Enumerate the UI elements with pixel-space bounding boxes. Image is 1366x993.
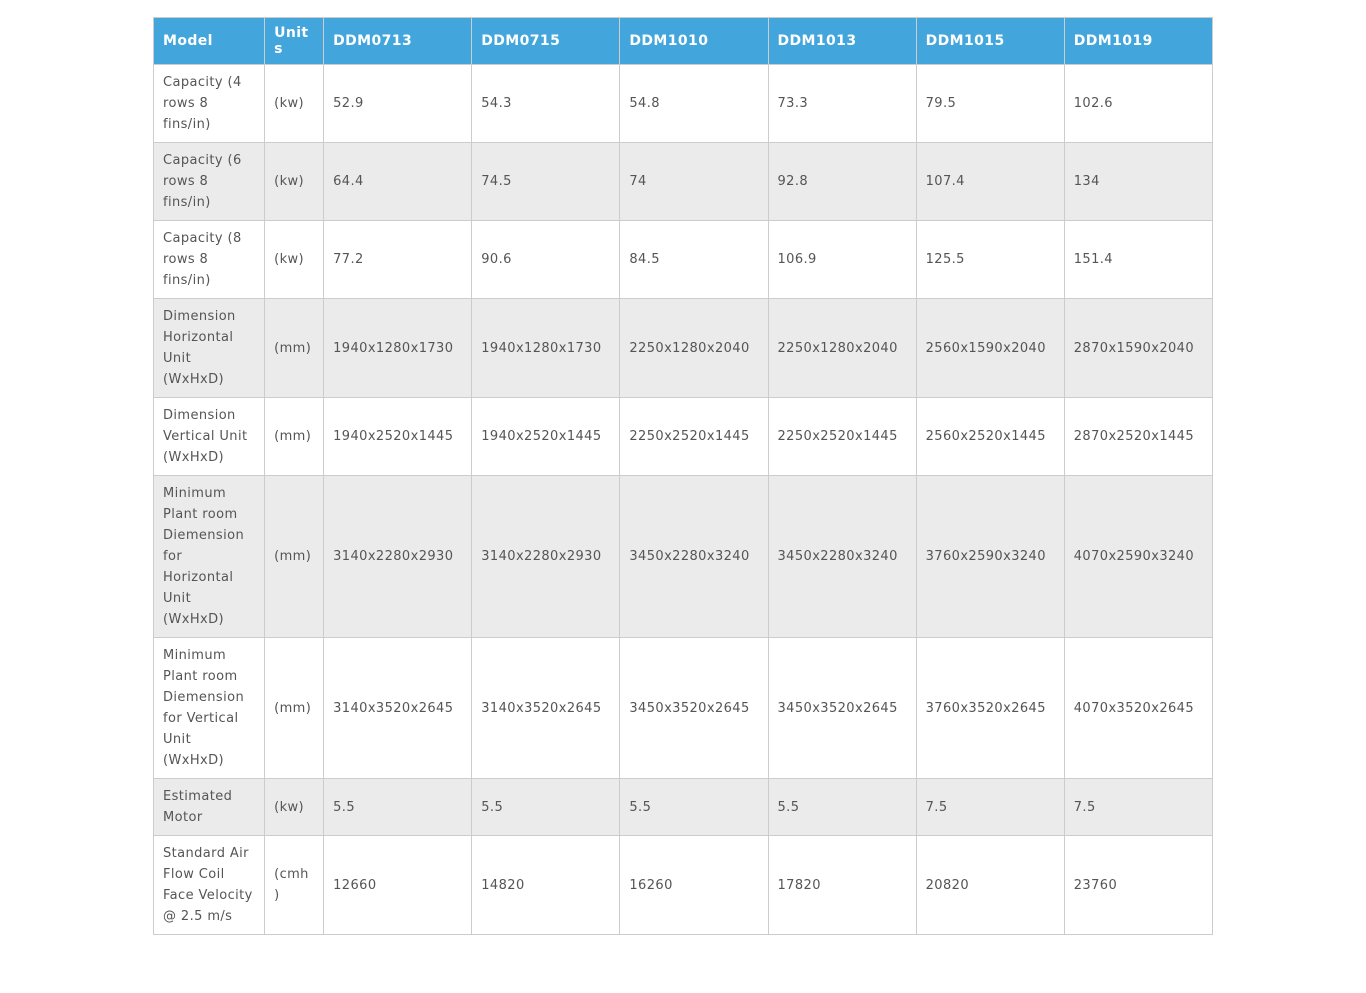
value-cell: 77.2 xyxy=(323,220,473,299)
row-label: Dimension Vertical Unit (WxHxD) xyxy=(152,397,266,476)
value-cell: 3760x3520x2645 xyxy=(915,637,1065,779)
table-row-standard-airflow: Standard Air Flow Coil Face Velocity @ 2… xyxy=(152,835,1214,935)
value-cell: 4070x3520x2645 xyxy=(1063,637,1214,779)
value-cell: 1940x2520x1445 xyxy=(471,397,621,476)
value-cell: 125.5 xyxy=(915,220,1065,299)
value-cell: 2250x1280x2040 xyxy=(619,298,769,398)
header-ddm0713: DDM0713 xyxy=(323,17,473,65)
units-cell: (mm) xyxy=(264,298,325,398)
table-row-dimension-horizontal: Dimension Horizontal Unit (WxHxD) (mm) 1… xyxy=(152,298,1214,398)
value-cell: 90.6 xyxy=(471,220,621,299)
value-cell: 1940x2520x1445 xyxy=(323,397,473,476)
units-cell: (kw) xyxy=(264,142,325,221)
table-row-dimension-vertical: Dimension Vertical Unit (WxHxD) (mm) 194… xyxy=(152,397,1214,476)
table-row-capacity-6rows: Capacity (6 rows 8 fins/in) (kw) 64.4 74… xyxy=(152,142,1214,221)
units-cell: (mm) xyxy=(264,637,325,779)
value-cell: 3450x3520x2645 xyxy=(619,637,769,779)
value-cell: 1940x1280x1730 xyxy=(323,298,473,398)
row-label: Dimension Horizontal Unit (WxHxD) xyxy=(152,298,266,398)
header-ddm1019: DDM1019 xyxy=(1063,17,1214,65)
value-cell: 7.5 xyxy=(915,778,1065,836)
value-cell: 92.8 xyxy=(767,142,917,221)
row-label: Standard Air Flow Coil Face Velocity @ 2… xyxy=(152,835,266,935)
value-cell: 3140x2280x2930 xyxy=(471,475,621,638)
header-model: Model xyxy=(152,17,266,65)
header-ddm1010: DDM1010 xyxy=(619,17,769,65)
value-cell: 134 xyxy=(1063,142,1214,221)
row-label: Capacity (8 rows 8 fins/in) xyxy=(152,220,266,299)
value-cell: 20820 xyxy=(915,835,1065,935)
value-cell: 3760x2590x3240 xyxy=(915,475,1065,638)
row-label: Minimum Plant room Diemension for Horizo… xyxy=(152,475,266,638)
table-row-min-plantroom-horizontal: Minimum Plant room Diemension for Horizo… xyxy=(152,475,1214,638)
header-ddm0715: DDM0715 xyxy=(471,17,621,65)
value-cell: 23760 xyxy=(1063,835,1214,935)
value-cell: 3140x2280x2930 xyxy=(323,475,473,638)
spec-page: Model Units DDM0713 DDM0715 DDM1010 DDM1… xyxy=(152,17,1214,935)
units-cell: (kw) xyxy=(264,220,325,299)
value-cell: 74 xyxy=(619,142,769,221)
value-cell: 3140x3520x2645 xyxy=(323,637,473,779)
units-cell: (cmh) xyxy=(264,835,325,935)
value-cell: 2560x1590x2040 xyxy=(915,298,1065,398)
row-label: Minimum Plant room Diemension for Vertic… xyxy=(152,637,266,779)
header-ddm1013: DDM1013 xyxy=(767,17,917,65)
value-cell: 2250x2520x1445 xyxy=(619,397,769,476)
value-cell: 16260 xyxy=(619,835,769,935)
table-row-estimated-motor: Estimated Motor (kw) 5.5 5.5 5.5 5.5 7.5… xyxy=(152,778,1214,836)
units-cell: (mm) xyxy=(264,397,325,476)
value-cell: 3450x2280x3240 xyxy=(767,475,917,638)
value-cell: 3140x3520x2645 xyxy=(471,637,621,779)
value-cell: 2870x1590x2040 xyxy=(1063,298,1214,398)
value-cell: 79.5 xyxy=(915,64,1065,143)
value-cell: 52.9 xyxy=(323,64,473,143)
row-label: Capacity (6 rows 8 fins/in) xyxy=(152,142,266,221)
row-label: Capacity (4 rows 8 fins/in) xyxy=(152,64,266,143)
value-cell: 7.5 xyxy=(1063,778,1214,836)
table-row-capacity-8rows: Capacity (8 rows 8 fins/in) (kw) 77.2 90… xyxy=(152,220,1214,299)
table-row-capacity-4rows: Capacity (4 rows 8 fins/in) (kw) 52.9 54… xyxy=(152,64,1214,143)
value-cell: 5.5 xyxy=(323,778,473,836)
table-row-min-plantroom-vertical: Minimum Plant room Diemension for Vertic… xyxy=(152,637,1214,779)
units-cell: (kw) xyxy=(264,64,325,143)
value-cell: 84.5 xyxy=(619,220,769,299)
units-cell: (kw) xyxy=(264,778,325,836)
value-cell: 107.4 xyxy=(915,142,1065,221)
value-cell: 2250x2520x1445 xyxy=(767,397,917,476)
value-cell: 12660 xyxy=(323,835,473,935)
value-cell: 17820 xyxy=(767,835,917,935)
units-cell: (mm) xyxy=(264,475,325,638)
value-cell: 5.5 xyxy=(767,778,917,836)
header-units: Units xyxy=(264,17,325,65)
header-ddm1015: DDM1015 xyxy=(915,17,1065,65)
value-cell: 54.3 xyxy=(471,64,621,143)
value-cell: 5.5 xyxy=(619,778,769,836)
value-cell: 2560x2520x1445 xyxy=(915,397,1065,476)
value-cell: 151.4 xyxy=(1063,220,1214,299)
value-cell: 74.5 xyxy=(471,142,621,221)
value-cell: 1940x1280x1730 xyxy=(471,298,621,398)
value-cell: 73.3 xyxy=(767,64,917,143)
value-cell: 14820 xyxy=(471,835,621,935)
value-cell: 3450x2280x3240 xyxy=(619,475,769,638)
value-cell: 64.4 xyxy=(323,142,473,221)
value-cell: 2250x1280x2040 xyxy=(767,298,917,398)
value-cell: 2870x2520x1445 xyxy=(1063,397,1214,476)
value-cell: 5.5 xyxy=(471,778,621,836)
header-row: Model Units DDM0713 DDM0715 DDM1010 DDM1… xyxy=(152,17,1214,65)
ddm-specification-table: Model Units DDM0713 DDM0715 DDM1010 DDM1… xyxy=(152,17,1214,935)
value-cell: 4070x2590x3240 xyxy=(1063,475,1214,638)
value-cell: 106.9 xyxy=(767,220,917,299)
row-label: Estimated Motor xyxy=(152,778,266,836)
value-cell: 3450x3520x2645 xyxy=(767,637,917,779)
value-cell: 102.6 xyxy=(1063,64,1214,143)
value-cell: 54.8 xyxy=(619,64,769,143)
